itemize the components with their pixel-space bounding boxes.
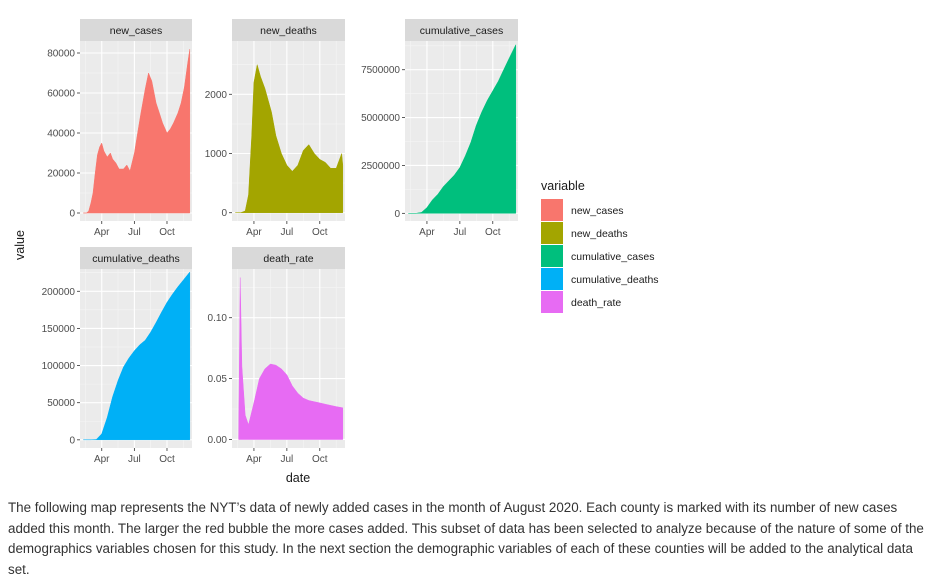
- x-tick-label-new_cases: Oct: [159, 227, 175, 238]
- x-tick-label-new_deaths: Oct: [312, 227, 328, 238]
- x-tick-label-cumulative_cases: Jul: [453, 227, 466, 238]
- y-tick-label-new_cases: 40000: [47, 129, 75, 140]
- legend-label-death_rate: death_rate: [571, 297, 621, 309]
- strip-cumulative_cases: [405, 19, 518, 41]
- y-tick-label-death_rate: 0.10: [208, 313, 228, 324]
- y-tick-label-cumulative_cases: 2500000: [361, 161, 400, 172]
- x-tick-label-cumulative_deaths: Jul: [128, 454, 141, 465]
- y-tick-label-new_cases: 0: [69, 209, 75, 220]
- y-tick-label-new_deaths: 2000: [205, 90, 228, 101]
- legend-label-cumulative_cases: cumulative_cases: [571, 251, 654, 263]
- series-area-cumulative_cases: [408, 44, 517, 214]
- strip-cumulative_deaths: [80, 247, 192, 269]
- strip-new_deaths: [232, 19, 345, 41]
- strip-label-new_deaths: new_deaths: [260, 25, 317, 37]
- strip-label-death_rate: death_rate: [263, 253, 313, 265]
- series-area-new_deaths: [235, 64, 344, 213]
- legend-key-cumulative_deaths: [541, 268, 563, 290]
- strip-label-cumulative_cases: cumulative_cases: [420, 25, 503, 37]
- strip-death_rate: [232, 247, 345, 269]
- y-tick-label-new_cases: 20000: [47, 169, 75, 180]
- x-tick-label-cumulative_deaths: Oct: [159, 454, 175, 465]
- y-tick-label-death_rate: 0.05: [208, 374, 228, 385]
- legend-label-new_cases: new_cases: [571, 205, 624, 217]
- y-tick-label-cumulative_deaths: 0: [69, 435, 75, 446]
- y-tick-label-new_cases: 80000: [47, 49, 75, 60]
- series-area-new_cases: [83, 48, 191, 214]
- x-tick-label-death_rate: Oct: [312, 454, 328, 465]
- x-tick-label-cumulative_cases: Oct: [485, 227, 501, 238]
- x-tick-label-death_rate: Jul: [280, 454, 293, 465]
- legend-title: variable: [541, 179, 585, 193]
- x-tick-label-cumulative_deaths: Apr: [94, 454, 110, 465]
- x-tick-label-new_cases: Apr: [94, 227, 110, 238]
- legend-key-cumulative_cases: [541, 245, 563, 267]
- legend-key-death_rate: [541, 291, 563, 313]
- x-tick-label-new_deaths: Jul: [280, 227, 293, 238]
- series-area-cumulative_deaths: [83, 271, 191, 441]
- y-tick-label-cumulative_deaths: 100000: [42, 361, 76, 372]
- y-tick-label-cumulative_cases: 5000000: [361, 113, 400, 124]
- x-axis-title: date: [286, 471, 310, 485]
- y-tick-label-new_cases: 60000: [47, 89, 75, 100]
- y-tick-label-cumulative_deaths: 50000: [47, 398, 75, 409]
- y-axis-title: value: [13, 230, 27, 260]
- y-tick-label-cumulative_deaths: 150000: [42, 324, 76, 335]
- y-tick-label-new_deaths: 1000: [205, 149, 228, 160]
- strip-label-cumulative_deaths: cumulative_deaths: [92, 253, 180, 265]
- legend-key-new_cases: [541, 199, 563, 221]
- x-tick-label-cumulative_cases: Apr: [419, 227, 435, 238]
- strip-label-new_cases: new_cases: [110, 25, 163, 37]
- strip-new_cases: [80, 19, 192, 41]
- body-paragraph: The following map represents the NYT’s d…: [8, 500, 924, 577]
- y-tick-label-cumulative_cases: 0: [394, 209, 400, 220]
- series-area-death_rate: [238, 277, 344, 440]
- legend-key-new_deaths: [541, 222, 563, 244]
- x-tick-label-new_deaths: Apr: [246, 227, 262, 238]
- y-tick-label-new_deaths: 0: [221, 208, 227, 219]
- y-tick-label-death_rate: 0.00: [208, 435, 228, 446]
- x-tick-label-death_rate: Apr: [246, 454, 262, 465]
- legend-label-cumulative_deaths: cumulative_deaths: [571, 274, 659, 286]
- y-tick-label-cumulative_deaths: 200000: [42, 287, 76, 298]
- legend-label-new_deaths: new_deaths: [571, 228, 628, 240]
- x-tick-label-new_cases: Jul: [128, 227, 141, 238]
- y-tick-label-cumulative_cases: 7500000: [361, 65, 400, 76]
